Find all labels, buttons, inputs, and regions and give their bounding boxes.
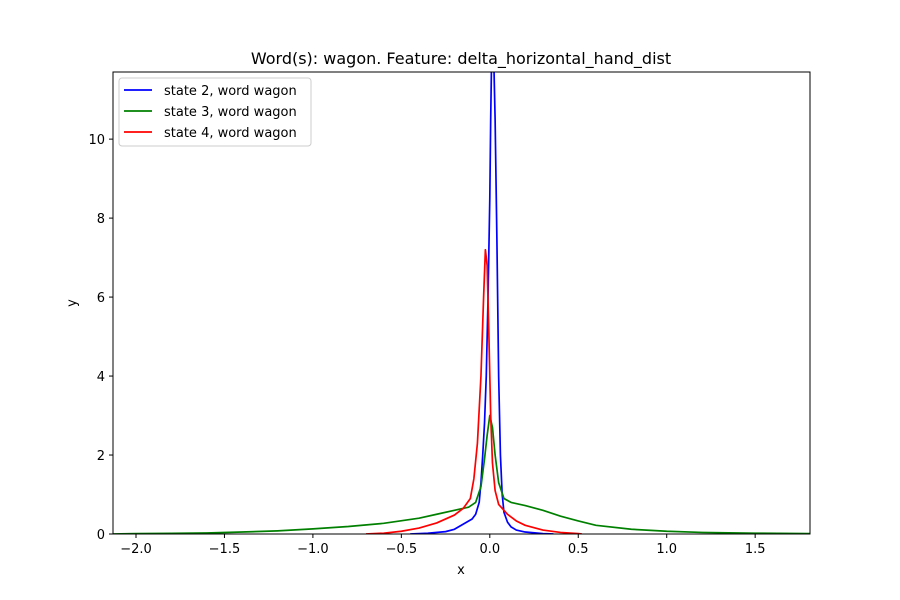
x-tick-label: −2.0 — [120, 542, 152, 557]
legend-box — [118, 77, 312, 147]
x-axis-ticks: −2.0 −1.5 −1.0 −0.5 0.0 0.5 1.0 1.5 — [120, 534, 766, 557]
x-tick-label: 1.0 — [656, 542, 677, 557]
series-group — [113, 72, 810, 534]
y-axis-label: y — [65, 299, 80, 307]
legend-label-2: state 3, word wagon — [164, 105, 297, 120]
chart-title: Word(s): wagon. Feature: delta_horizonta… — [251, 49, 671, 69]
x-tick-label: −1.0 — [297, 542, 329, 557]
y-tick-label: 8 — [97, 212, 105, 227]
x-tick-label: 0.5 — [568, 542, 589, 557]
y-tick-label: 2 — [97, 449, 105, 464]
y-tick-label: 0 — [97, 528, 105, 543]
x-tick-label: −0.5 — [386, 542, 418, 557]
y-tick-label: 10 — [88, 133, 105, 148]
y-tick-label: 6 — [97, 291, 105, 306]
legend-label-3: state 4, word wagon — [164, 126, 297, 141]
y-tick-label: 4 — [97, 370, 105, 385]
series-line-3 — [365, 248, 582, 534]
x-tick-label: 1.5 — [745, 542, 766, 557]
legend-label-1: state 2, word wagon — [164, 84, 297, 99]
plot-frame — [112, 71, 811, 535]
legend: state 2, word wagon state 3, word wagon st… — [118, 77, 312, 147]
x-tick-label: −1.5 — [209, 542, 241, 557]
series-line-1 — [410, 72, 554, 534]
x-tick-label: 0.0 — [479, 542, 500, 557]
x-axis-label: x — [457, 563, 465, 578]
y-axis-ticks: 0 2 4 6 8 10 — [88, 133, 113, 543]
series-line-2 — [113, 414, 810, 534]
